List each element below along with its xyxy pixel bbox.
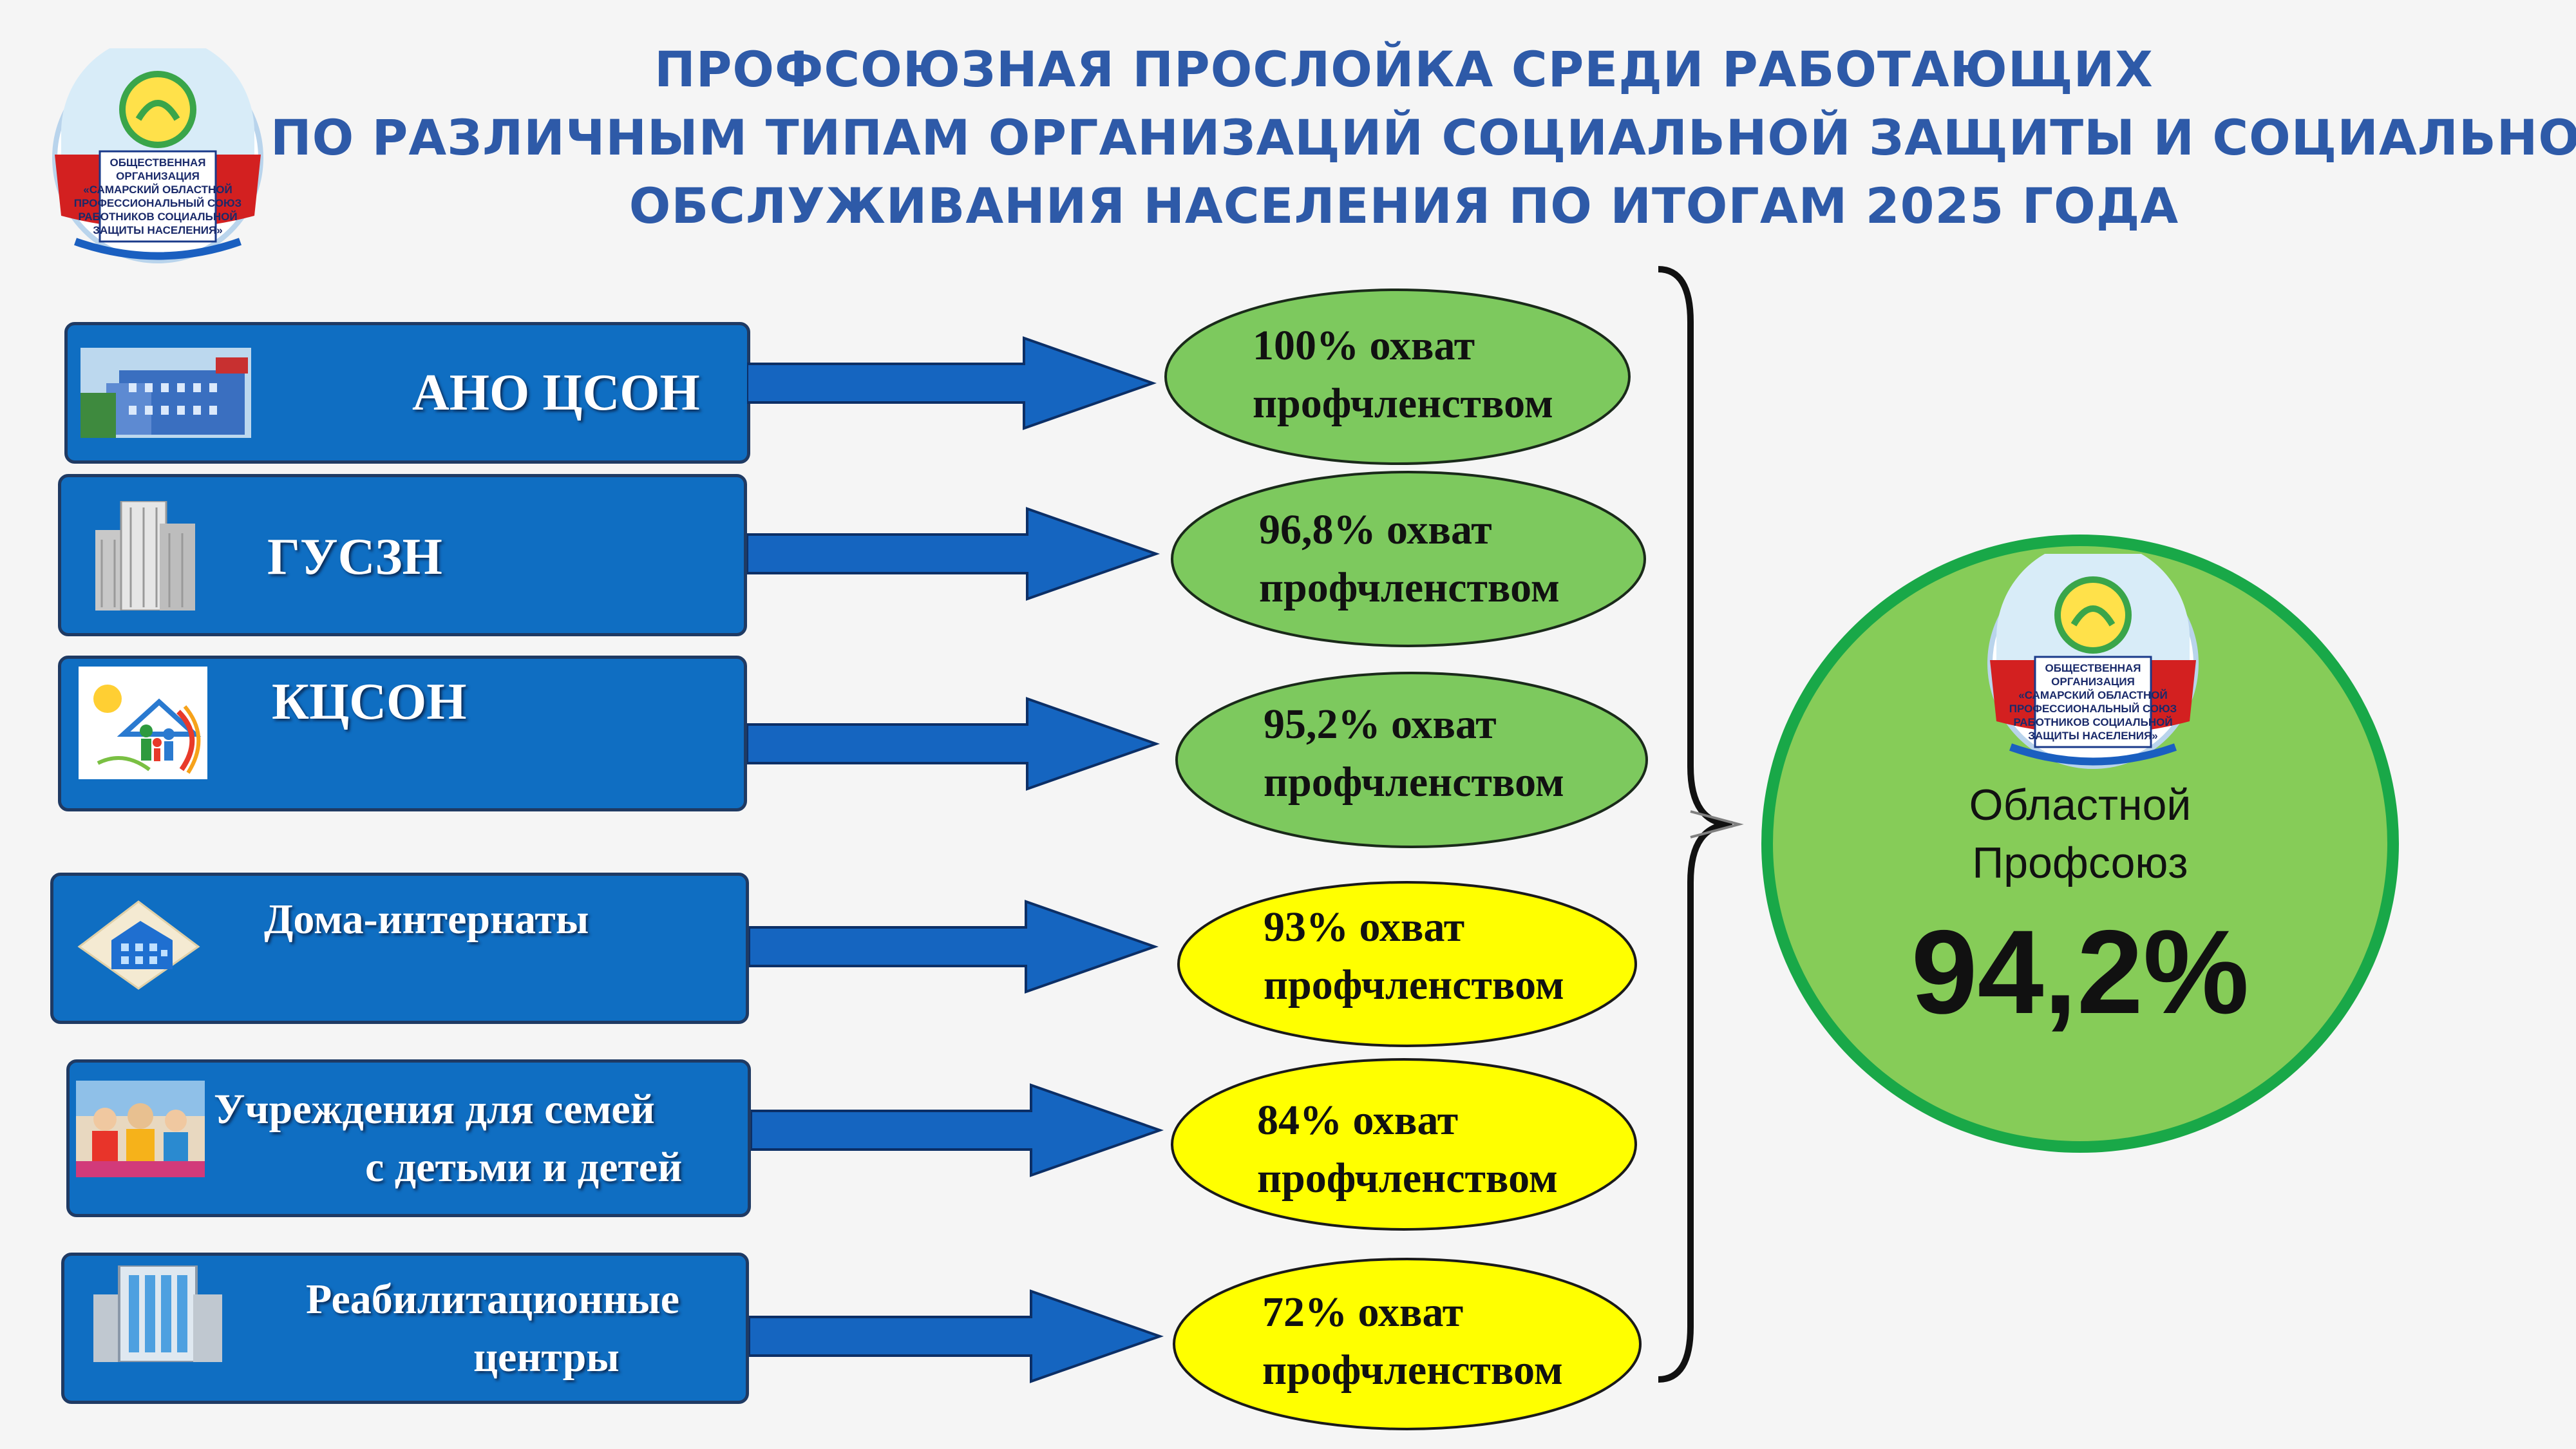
union-logo: ОБЩЕСТВЕННАЯ ОРГАНИЗАЦИЯ «САМАРСКИЙ ОБЛА… <box>52 48 263 263</box>
coverage-text-ano-cson-1: 100% охват <box>1253 322 1475 369</box>
arrow-kcson <box>747 697 1160 791</box>
coverage-text-guszn-2: профчленством <box>1259 564 1560 611</box>
arrow-rehab <box>749 1289 1164 1383</box>
children-photo-icon <box>76 1081 205 1177</box>
coverage-text-family-1: 84% охват <box>1257 1097 1459 1144</box>
coverage-ellipse-rehab <box>1173 1258 1642 1430</box>
logo-text-2: ОРГАНИЗАЦИЯ <box>116 170 200 182</box>
coverage-text-rehab-2: профчленством <box>1262 1347 1563 1394</box>
summary-logo-text-6: ЗАЩИТЫ НАСЕЛЕНИЯ» <box>2028 730 2157 742</box>
slide-title: ПРОФСОЮЗНАЯ ПРОСЛОЙКА СРЕДИ РАБОТАЮЩИХ П… <box>270 35 2576 240</box>
org-label-kcson: КЦСОН <box>272 674 467 730</box>
org-label-guszn: ГУСЗН <box>267 529 442 585</box>
coverage-text-internat-2: профчленством <box>1264 961 1564 1009</box>
coverage-text-rehab-1: 72% охват <box>1262 1289 1464 1336</box>
coverage-text-ano-cson-2: профчленством <box>1253 380 1553 427</box>
building-photo-icon <box>80 348 251 438</box>
summary-logo-text-2: ОРГАНИЗАЦИЯ <box>2051 676 2135 688</box>
coverage-ellipse-family <box>1171 1058 1637 1231</box>
arrow-ano-cson <box>747 336 1157 430</box>
residential-building-icon <box>77 900 200 990</box>
title-line-3: ОБСЛУЖИВАНИЯ НАСЕЛЕНИЯ ПО ИТОГАМ 2025 ГО… <box>629 177 2179 234</box>
org-label-rehab-line1: Реабилитационные <box>306 1276 679 1323</box>
org-label-ano-cson: АНО ЦСОН <box>412 365 700 421</box>
arrow-family <box>751 1083 1164 1177</box>
arrow-internat <box>749 900 1159 994</box>
office-building-icon <box>95 501 195 611</box>
summary-logo-text-1: ОБЩЕСТВЕННАЯ <box>2045 662 2141 674</box>
title-line-2: ПО РАЗЛИЧНЫМ ТИПАМ ОРГАНИЗАЦИЙ СОЦИАЛЬНО… <box>270 109 2576 166</box>
coverage-text-family-2: профчленством <box>1257 1155 1558 1202</box>
rehab-building-icon <box>93 1265 222 1362</box>
org-label-rehab-line2: центры <box>473 1334 620 1381</box>
logo-text-6: ЗАЩИТЫ НАСЕЛЕНИЯ» <box>93 224 222 236</box>
summary-value: 94,2% <box>1911 906 2249 1039</box>
summary-label-line2: Профсоюз <box>1972 838 2188 887</box>
org-label-family-line2: с детьми и детей <box>365 1144 683 1191</box>
summary-logo-text-5: РАБОТНИКОВ СОЦИАЛЬНОЙ <box>2013 716 2172 728</box>
summary-logo-text-4: ПРОФЕССИОНАЛЬНЫЙ СОЮЗ <box>2009 703 2177 715</box>
logo-text-1: ОБЩЕСТВЕННАЯ <box>109 156 205 169</box>
coverage-ellipse-internat <box>1177 881 1637 1047</box>
org-label-family-line1: Учреждения для семей <box>214 1086 655 1133</box>
logo-text-5: РАБОТНИКОВ СОЦИАЛЬНОЙ <box>78 211 237 223</box>
org-label-internat: Дома-интернаты <box>264 896 589 943</box>
arrow-guszn <box>747 507 1160 601</box>
summary-logo: ОБЩЕСТВЕННАЯ ОРГАНИЗАЦИЯ «САМАРСКИЙ ОБЛА… <box>1987 554 2199 769</box>
title-line-1: ПРОФСОЮЗНАЯ ПРОСЛОЙКА СРЕДИ РАБОТАЮЩИХ <box>654 41 2154 98</box>
coverage-text-kcson-1: 95,2% охват <box>1264 701 1497 748</box>
summary-logo-text-3: «САМАРСКИЙ ОБЛАСТНОЙ <box>2018 689 2168 701</box>
coverage-text-guszn-1: 96,8% охват <box>1259 506 1492 553</box>
logo-text-4: ПРОФЕССИОНАЛЬНЫЙ СОЮЗ <box>74 197 242 209</box>
logo-text-3: «САМАРСКИЙ ОБЛАСТНОЙ <box>83 184 232 196</box>
coverage-ellipse-kcson <box>1175 672 1648 848</box>
family-house-icon <box>79 667 207 779</box>
summary-label-line1: Областной <box>1969 781 2192 829</box>
coverage-ellipse-guszn <box>1171 471 1646 647</box>
coverage-text-internat-1: 93% охват <box>1264 904 1465 951</box>
grouping-brace <box>1658 266 1744 1383</box>
coverage-ellipse-ano-cson <box>1164 289 1631 465</box>
coverage-text-kcson-2: профчленством <box>1264 759 1564 806</box>
